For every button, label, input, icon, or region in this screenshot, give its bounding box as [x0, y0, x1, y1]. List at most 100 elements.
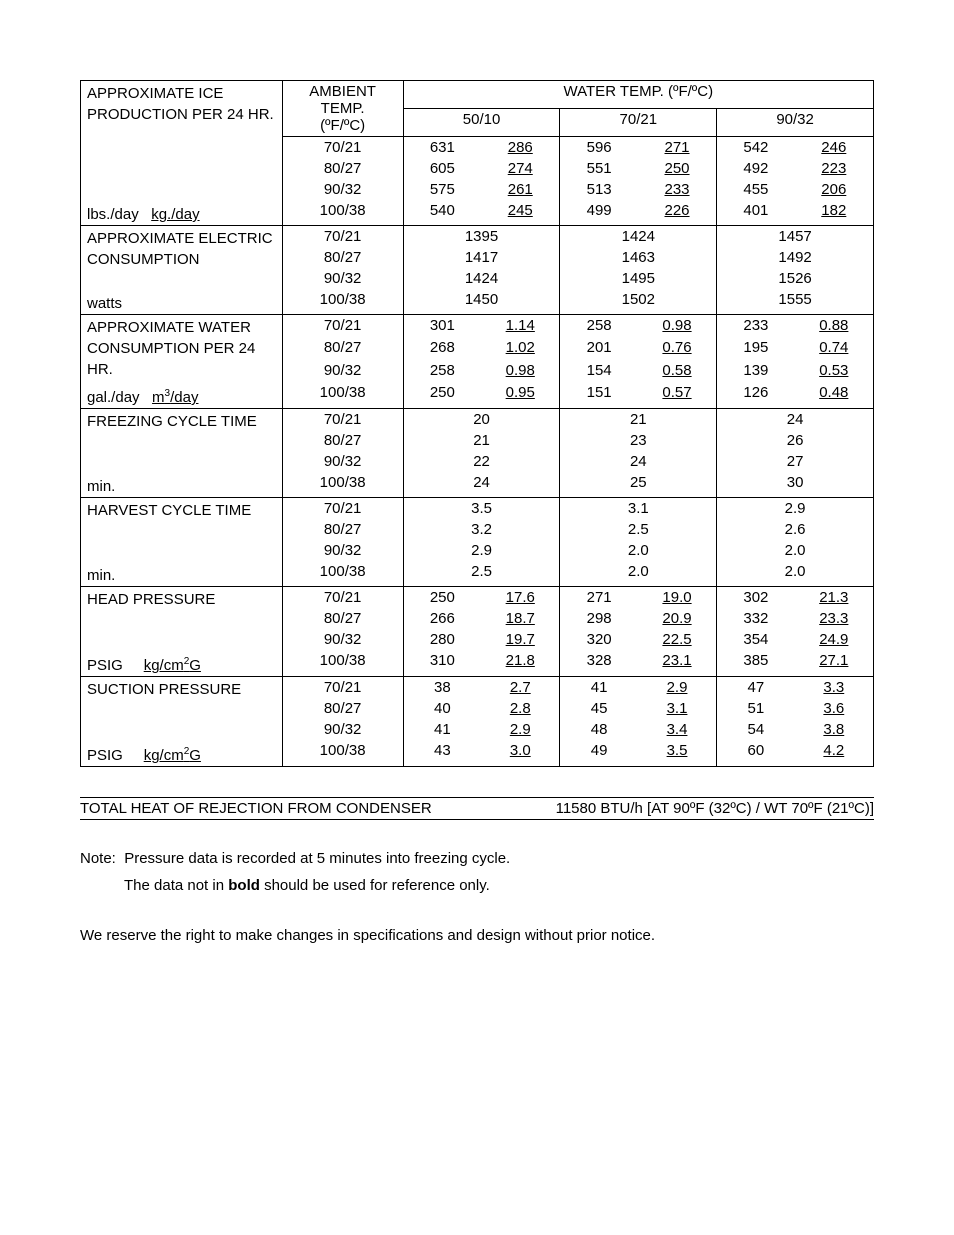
value-cell: 2.8	[481, 698, 560, 719]
value-cell: 492	[717, 158, 795, 179]
value-cell: 513	[560, 179, 638, 200]
table-row: min.100/38242530	[81, 472, 874, 498]
value-cell: 1.14	[481, 315, 560, 338]
value-cell: 23.1	[638, 650, 717, 677]
note-line2b: bold	[228, 877, 260, 894]
value-cell: 18.7	[481, 608, 560, 629]
value-cell: 20	[403, 409, 560, 431]
value-cell: 1555	[717, 289, 874, 315]
note-line1: Pressure data is recorded at 5 minutes i…	[124, 850, 510, 867]
ambient-cell: 70/21	[282, 315, 403, 338]
value-cell: 271	[638, 137, 717, 159]
value-cell: 21.8	[481, 650, 560, 677]
table-row: lbs./day kg./day100/38540245499226401182	[81, 200, 874, 226]
wt-col-2: 70/21	[560, 109, 717, 137]
value-cell: 24	[403, 472, 560, 498]
value-cell: 1495	[560, 268, 717, 289]
ambient-cell: 70/21	[282, 587, 403, 609]
section-label: HEAD PRESSURE	[81, 587, 283, 651]
ambient-cell: 90/32	[282, 629, 403, 650]
value-cell: 20.9	[638, 608, 717, 629]
value-cell: 1417	[403, 247, 560, 268]
table-row: HEAD PRESSURE70/2125017.627119.030221.3	[81, 587, 874, 609]
value-cell: 27.1	[795, 650, 874, 677]
ambient-cell: 80/27	[282, 698, 403, 719]
ambient-cell: 100/38	[282, 472, 403, 498]
value-cell: 286	[481, 137, 560, 159]
ambient-cell: 70/21	[282, 137, 403, 159]
value-cell: 302	[717, 587, 795, 609]
ambient-cell: 80/27	[282, 247, 403, 268]
ambient-cell: 80/27	[282, 337, 403, 359]
value-cell: 266	[403, 608, 481, 629]
section-unit: PSIG kg/cm2G	[81, 650, 283, 677]
value-cell: 19.0	[638, 587, 717, 609]
value-cell: 301	[403, 315, 481, 338]
section-unit: watts	[81, 289, 283, 315]
value-cell: 354	[717, 629, 795, 650]
value-cell: 310	[403, 650, 481, 677]
thr-label: TOTAL HEAT OF REJECTION FROM CONDENSER	[80, 800, 556, 817]
value-cell: 3.2	[403, 519, 560, 540]
value-cell: 1463	[560, 247, 717, 268]
value-cell: 24	[560, 451, 717, 472]
value-cell: 233	[717, 315, 795, 338]
value-cell: 0.98	[481, 360, 560, 382]
section-label: FREEZING CYCLE TIME	[81, 409, 283, 473]
value-cell: 0.95	[481, 382, 560, 409]
note-prefix: Note:	[80, 850, 116, 867]
value-cell: 261	[481, 179, 560, 200]
value-cell: 3.5	[403, 498, 560, 520]
value-cell: 154	[560, 360, 638, 382]
footer-text: We reserve the right to make changes in …	[80, 924, 874, 948]
ambient-cell: 90/32	[282, 268, 403, 289]
ambient-cell: 90/32	[282, 451, 403, 472]
value-cell: 1526	[717, 268, 874, 289]
ambient-cell: 90/32	[282, 719, 403, 740]
ambient-cell: 90/32	[282, 540, 403, 561]
ambient-cell: 100/38	[282, 561, 403, 587]
table-row: watts100/38145015021555	[81, 289, 874, 315]
value-cell: 250	[403, 382, 481, 409]
value-cell: 201	[560, 337, 638, 359]
value-cell: 43	[403, 740, 481, 767]
value-cell: 2.5	[403, 561, 560, 587]
value-cell: 2.5	[560, 519, 717, 540]
value-cell: 258	[403, 360, 481, 382]
value-cell: 2.9	[638, 677, 717, 699]
value-cell: 631	[403, 137, 481, 159]
value-cell: 2.9	[403, 540, 560, 561]
note-line2c: should be used for reference only.	[260, 877, 490, 894]
value-cell: 2.6	[717, 519, 874, 540]
value-cell: 0.74	[795, 337, 874, 359]
value-cell: 0.58	[638, 360, 717, 382]
value-cell: 3.6	[795, 698, 874, 719]
value-cell: 605	[403, 158, 481, 179]
ambient-cell: 100/38	[282, 382, 403, 409]
ambient-cell: 70/21	[282, 409, 403, 431]
ambient-cell: 70/21	[282, 677, 403, 699]
section-unit: min.	[81, 472, 283, 498]
ambient-cell: 100/38	[282, 289, 403, 315]
value-cell: 1492	[717, 247, 874, 268]
notes: Note: Pressure data is recorded at 5 min…	[80, 845, 874, 899]
value-cell: 2.0	[560, 561, 717, 587]
section-label: HARVEST CYCLE TIME	[81, 498, 283, 562]
value-cell: 2.9	[717, 498, 874, 520]
value-cell: 19.7	[481, 629, 560, 650]
value-cell: 542	[717, 137, 795, 159]
table-row: gal./day m3/day100/382500.951510.571260.…	[81, 382, 874, 409]
table-row: SUCTION PRESSURE70/21382.7412.9473.3	[81, 677, 874, 699]
value-cell: 51	[717, 698, 795, 719]
value-cell: 2.7	[481, 677, 560, 699]
value-cell: 0.48	[795, 382, 874, 409]
value-cell: 0.76	[638, 337, 717, 359]
value-cell: 575	[403, 179, 481, 200]
section-label: APPROXIMATE ICEPRODUCTION PER 24 HR.	[81, 81, 283, 201]
value-cell: 23	[560, 430, 717, 451]
section-label: APPROXIMATE WATERCONSUMPTION PER 24 HR.	[81, 315, 283, 383]
value-cell: 1457	[717, 226, 874, 248]
value-cell: 4.2	[795, 740, 874, 767]
value-cell: 268	[403, 337, 481, 359]
value-cell: 3.3	[795, 677, 874, 699]
